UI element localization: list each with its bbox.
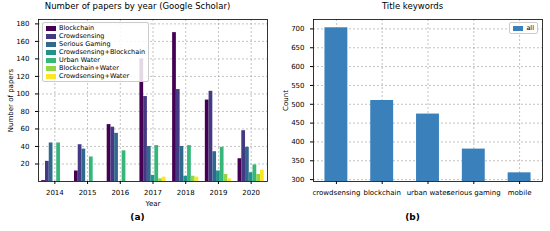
svg-text:2018: 2018 bbox=[177, 189, 195, 197]
svg-text:350: 350 bbox=[291, 157, 304, 165]
svg-text:2014: 2014 bbox=[46, 189, 64, 197]
svg-text:20: 20 bbox=[21, 160, 30, 168]
svg-text:urban water: urban water bbox=[407, 189, 450, 197]
svg-text:650: 650 bbox=[291, 44, 304, 52]
html-text:Serious Gaming: Serious Gaming bbox=[59, 40, 111, 48]
svg-text:550: 550 bbox=[291, 82, 304, 90]
svg-text:500: 500 bbox=[291, 101, 304, 109]
html-text:Number of papers by year (Goog: Number of papers by year (Google Scholar… bbox=[44, 1, 231, 11]
svg-text:2015: 2015 bbox=[79, 189, 97, 197]
svg-text:700: 700 bbox=[291, 25, 304, 33]
svg-text:300: 300 bbox=[291, 176, 304, 184]
html-text:Title keywords: Title keywords bbox=[381, 1, 444, 11]
svg-text:80: 80 bbox=[21, 108, 30, 116]
svg-text:crowdsensing: crowdsensing bbox=[312, 189, 360, 197]
svg-text:2016: 2016 bbox=[111, 189, 129, 197]
svg-text:Year: Year bbox=[145, 200, 161, 208]
html-text:Crowdsensing+Water: Crowdsensing+Water bbox=[59, 72, 130, 80]
svg-text:600: 600 bbox=[291, 63, 304, 71]
svg-text:serious gaming: serious gaming bbox=[447, 189, 501, 197]
svg-text:2020: 2020 bbox=[242, 189, 260, 197]
html-text:(b): (b) bbox=[405, 212, 420, 222]
html-text:Blockchain: Blockchain bbox=[59, 24, 95, 32]
svg-text:blockchain: blockchain bbox=[363, 189, 401, 197]
svg-text:2019: 2019 bbox=[210, 189, 228, 197]
html-text:all: all bbox=[526, 24, 534, 32]
html-text:Urban Water: Urban Water bbox=[59, 56, 100, 64]
html-text:Crowdsensing: Crowdsensing bbox=[59, 32, 105, 40]
svg-text:160: 160 bbox=[16, 38, 29, 46]
svg-text:Number of papers: Number of papers bbox=[7, 68, 15, 132]
svg-text:60: 60 bbox=[21, 125, 30, 133]
svg-text:450: 450 bbox=[291, 119, 304, 127]
svg-text:40: 40 bbox=[21, 143, 30, 151]
svg-text:2017: 2017 bbox=[144, 189, 162, 197]
html-text:Crowdsensing+Blockchain: Crowdsensing+Blockchain bbox=[59, 48, 146, 56]
svg-text:180: 180 bbox=[16, 20, 29, 28]
svg-text:100: 100 bbox=[16, 90, 29, 98]
html-text:(a): (a) bbox=[130, 212, 145, 222]
svg-text:mobile: mobile bbox=[508, 189, 532, 197]
svg-text:400: 400 bbox=[291, 138, 304, 146]
svg-text:Count: Count bbox=[282, 90, 290, 111]
html-text:Blockchain+Water: Blockchain+Water bbox=[59, 64, 119, 72]
svg-text:120: 120 bbox=[16, 73, 29, 81]
svg-text:140: 140 bbox=[16, 55, 29, 63]
